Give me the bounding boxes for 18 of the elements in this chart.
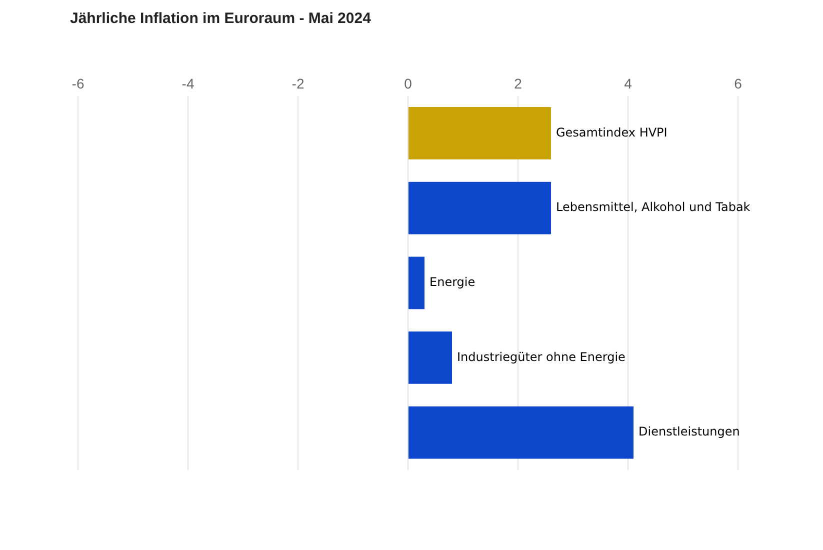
- bar: [408, 107, 551, 160]
- y-tick-label: Energie: [430, 275, 476, 290]
- y-tick-label: Lebensmittel, Alkohol und Tabak: [556, 200, 750, 214]
- chart-title: Jährliche Inflation im Euroraum - Mai 2024: [70, 10, 372, 28]
- x-tick-label: 6: [734, 75, 742, 92]
- x-tick-label: 0: [404, 75, 412, 92]
- x-tick-label: 4: [624, 75, 632, 92]
- bar: [408, 406, 634, 459]
- bar: [408, 256, 424, 310]
- y-tick-label: Dienstleistungen: [638, 424, 740, 439]
- bar: [408, 332, 452, 384]
- x-tick-label: -2: [292, 75, 304, 92]
- bar: [408, 182, 551, 234]
- x-tick-label: 2: [514, 75, 522, 92]
- x-tick-label: -6: [72, 75, 84, 92]
- y-tick-label: Gesamtindex HVPI: [556, 125, 668, 140]
- x-tick-label: -4: [182, 75, 194, 92]
- y-tick-label: Industriegüter ohne Energie: [457, 350, 626, 364]
